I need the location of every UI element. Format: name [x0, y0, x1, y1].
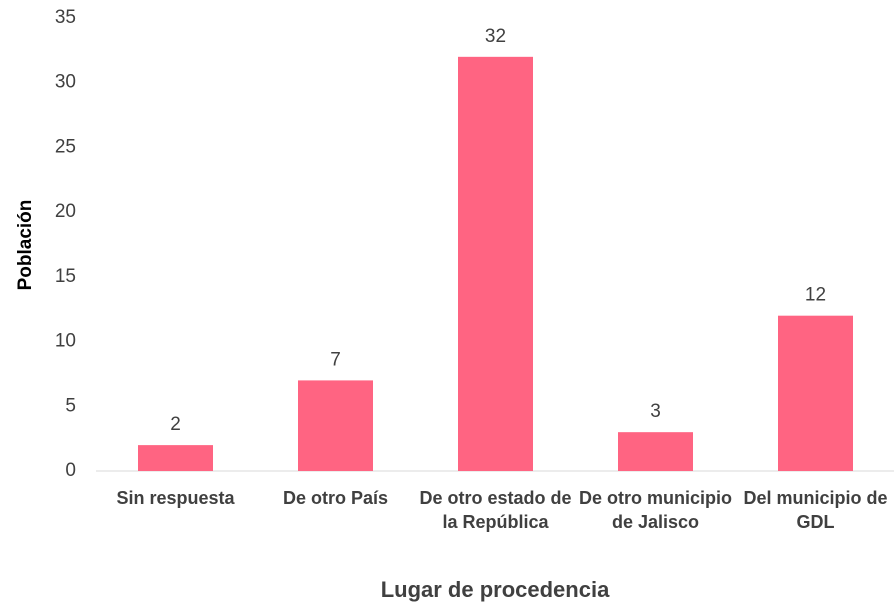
bar	[778, 315, 853, 471]
data-label: 32	[485, 26, 506, 47]
y-tick-label: 5	[65, 395, 76, 416]
x-tick-label: De otro estado de la República	[419, 488, 572, 532]
y-tick-label: 0	[65, 460, 76, 481]
data-label: 2	[170, 414, 181, 435]
y-tick-label: 20	[55, 201, 76, 222]
y-tick-label: 35	[55, 7, 76, 28]
data-label: 3	[650, 401, 661, 422]
y-tick-label: 15	[55, 266, 76, 287]
bar	[458, 56, 533, 471]
data-label: 12	[805, 285, 826, 306]
data-label: 7	[330, 349, 341, 370]
x-axis-label: Lugar de procedencia	[381, 577, 610, 602]
x-tick-label: De otro municipio de Jalisco	[579, 488, 732, 532]
y-axis-label: Población	[15, 200, 36, 291]
bar	[298, 380, 373, 471]
y-tick-label: 10	[55, 331, 76, 352]
x-tick-label: Sin respuesta	[116, 488, 235, 508]
y-tick-label: 30	[55, 72, 76, 93]
x-tick-label: De otro País	[282, 488, 389, 508]
bar	[618, 432, 693, 471]
bar	[138, 445, 213, 471]
x-tick-label: Del municipio de GDL	[743, 488, 888, 532]
y-tick-label: 25	[55, 136, 76, 157]
